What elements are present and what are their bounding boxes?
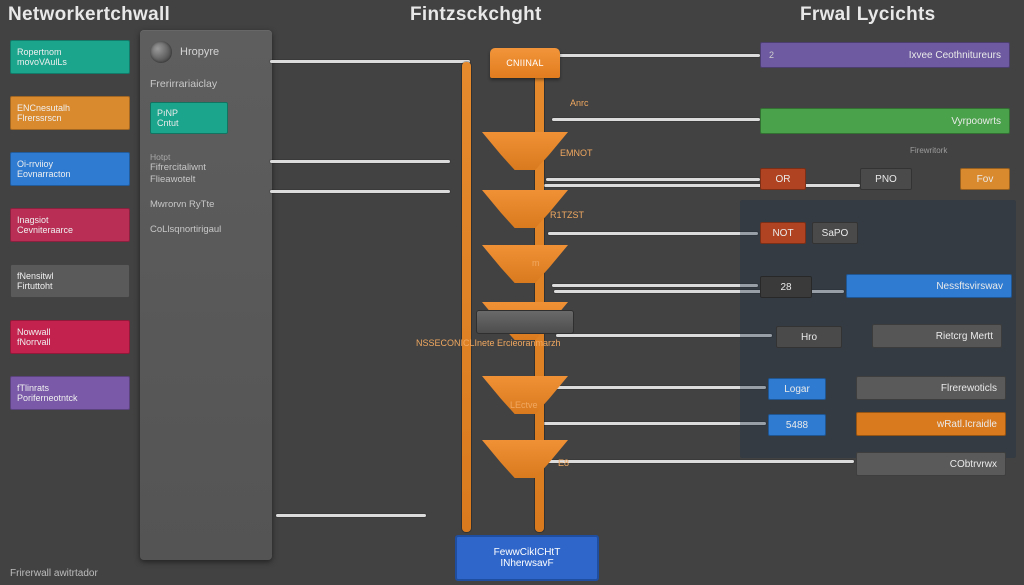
right-chip-4[interactable]: PNO bbox=[860, 168, 912, 190]
sidebar-mini-button[interactable]: PıNP Cntut bbox=[150, 102, 228, 134]
left-item-0[interactable]: RopertnommovoVAulLs bbox=[10, 40, 130, 74]
pipeline: CNIINAL AnrcEMNOTR1TZSTmNSSECONICLInete … bbox=[420, 40, 630, 580]
right-chip-13[interactable]: Logar bbox=[768, 378, 826, 400]
pipe-rail-left bbox=[462, 62, 471, 532]
sidebar-block-0: HotptFifrercitaliwntFlieawotelt bbox=[150, 152, 262, 185]
header-left: Networkertchwall bbox=[8, 4, 170, 26]
left-item-3[interactable]: InagsiotCevniteraarce bbox=[10, 208, 130, 242]
left-item-2[interactable]: Oi-rrviioyEovnarracton bbox=[10, 152, 130, 186]
pipe-tray bbox=[476, 310, 574, 334]
right-chip-8[interactable]: SaPO bbox=[812, 222, 858, 244]
pipe-label-3: m bbox=[532, 258, 540, 268]
mini-btn-l1: PıNP bbox=[157, 108, 221, 118]
sidebar-mid-label: Frerirrariaiclay bbox=[150, 78, 262, 90]
pipe-label-5: LEctve bbox=[510, 400, 538, 410]
right-chip-9[interactable]: 28 bbox=[760, 276, 812, 298]
sidebar-block-2: CoLlsqnortirigaul bbox=[150, 224, 262, 235]
right-panel-17[interactable]: CObtrvrwx bbox=[856, 452, 1006, 476]
sidebar-top-row: Hropyre bbox=[150, 40, 262, 64]
right-chip-3[interactable]: OR bbox=[760, 168, 806, 190]
funnel-2 bbox=[482, 245, 568, 283]
left-item-6[interactable]: fTlinratsPoriferneotntck bbox=[10, 376, 130, 410]
left-stack: RopertnommovoVAulLs ENCnesutalhFlrerssrsc… bbox=[10, 40, 130, 432]
pipe-label-0: Anrc bbox=[570, 98, 589, 108]
left-item-4[interactable]: fNensitwlFirtuttoht bbox=[10, 264, 130, 298]
right-text-2: Firewritork bbox=[910, 146, 947, 155]
right-panel-10[interactable]: Nessftsvirswav bbox=[846, 274, 1012, 298]
pipe-cap: CNIINAL bbox=[490, 48, 560, 78]
right-chip-11[interactable]: Hro bbox=[776, 326, 842, 348]
right-panel-12[interactable]: Rietcrg Mertt bbox=[872, 324, 1002, 348]
right-chip-7[interactable]: NOT bbox=[760, 222, 806, 244]
pipe-label-1: EMNOT bbox=[560, 148, 593, 158]
right-panel-0[interactable]: 2Ixvee Ceothnitureurs bbox=[760, 42, 1010, 68]
left-item-1[interactable]: ENCnesutalhFlrerssrscn bbox=[10, 96, 130, 130]
right-chip-5[interactable]: Fov bbox=[960, 168, 1010, 190]
right-panel-1[interactable]: Vyrpoowrts bbox=[760, 108, 1010, 134]
wire-14 bbox=[276, 514, 426, 517]
pipe-label-6: E8 bbox=[558, 458, 569, 468]
right-chip-15[interactable]: 5488 bbox=[768, 414, 826, 436]
header-center: Fintzsckchght bbox=[410, 4, 542, 26]
left-caption: Frirerwall awitrtador bbox=[10, 568, 98, 579]
pipe-label-2: R1TZST bbox=[550, 210, 584, 220]
left-item-5[interactable]: NowwallfNorrvall bbox=[10, 320, 130, 354]
funnel-0 bbox=[482, 132, 568, 170]
diagram-root: Networkertchwall Fintzsckchght Frwal Lyc… bbox=[0, 0, 1024, 585]
globe-icon bbox=[150, 41, 172, 63]
pipe-label-4: NSSECONICLInete Ercieoranmarzh bbox=[416, 338, 561, 348]
funnel-1 bbox=[482, 190, 568, 228]
right-panel-14[interactable]: Flrerewoticls bbox=[856, 376, 1006, 400]
right-panel-16[interactable]: wRatl.Icraidle bbox=[856, 412, 1006, 436]
pipe-cap-label: CNIINAL bbox=[506, 58, 544, 68]
funnel-5 bbox=[482, 440, 568, 478]
sidebar-panel: Hropyre Frerirrariaiclay PıNP Cntut Hotp… bbox=[140, 30, 272, 560]
sidebar-top-label: Hropyre bbox=[180, 46, 219, 58]
sidebar-block-1: Mwrorvn RyTte bbox=[150, 199, 262, 210]
mini-btn-l2: Cntut bbox=[157, 118, 221, 128]
header-right: Frwal Lycichts bbox=[800, 4, 935, 26]
pipeline-bottom-node[interactable]: FewwCikICHtTINherwsavF bbox=[455, 535, 599, 581]
